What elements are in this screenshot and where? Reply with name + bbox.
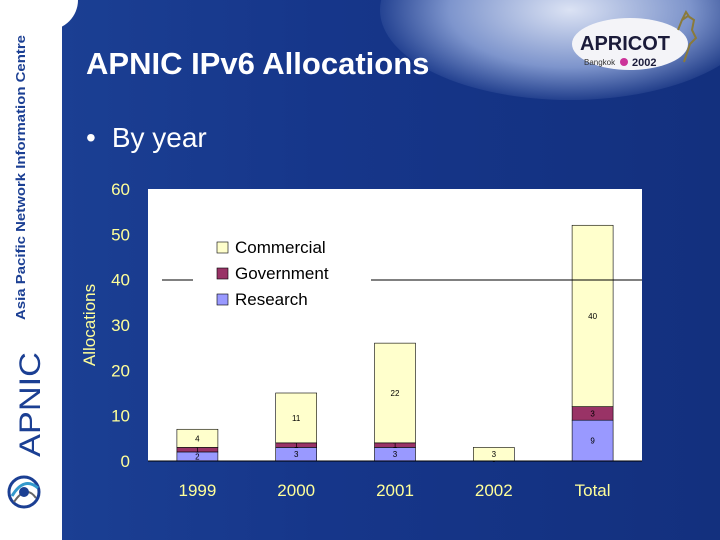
legend-label-commercial: Commercial [235, 238, 326, 257]
sidebar-org-name: Asia Pacific Network Information Centre [13, 35, 28, 320]
sidebar-apnic-wordmark: APNIC [14, 352, 47, 457]
data-label: 1 [393, 441, 398, 450]
y-tick-label: 20 [111, 361, 130, 380]
legend-label-research: Research [235, 290, 308, 309]
bar-segment-research-total [571, 419, 614, 462]
apricot-flower-icon [620, 58, 628, 66]
page-title: APNIC IPv6 Allocations [86, 46, 430, 81]
data-label: 1 [294, 441, 299, 450]
sidebar-apnic-text: APNIC [14, 352, 47, 457]
data-label: 40 [588, 312, 597, 321]
data-label: 11 [292, 414, 301, 423]
data-label: 1 [195, 446, 200, 455]
apricot-logo: APRICOT Bangkok 2002 [572, 10, 698, 70]
legend-swatch-government [216, 267, 229, 280]
data-label: 3 [492, 450, 497, 459]
y-tick-label: 40 [111, 271, 130, 290]
apricot-crown-icon [677, 10, 698, 63]
apricot-logo-name: APRICOT [580, 33, 670, 55]
y-tick-label: 10 [111, 407, 130, 426]
bullet-item: • By year [86, 122, 207, 154]
apnic-logo-icon [7, 475, 41, 509]
data-label: 4 [195, 434, 200, 443]
bar-segment-commercial-2000 [275, 392, 318, 444]
legend-swatch-commercial [216, 241, 229, 254]
data-label: 2 [195, 452, 200, 461]
x-tick-label: Total [575, 481, 611, 500]
y-tick-label: 0 [121, 452, 130, 471]
bullet-dot-icon: • [86, 122, 96, 153]
apricot-logo-city: Bangkok [584, 58, 616, 67]
data-label: 22 [391, 389, 400, 398]
y-tick-label: 30 [111, 316, 130, 335]
bullet-text: By year [111, 122, 207, 153]
x-tick-label: 2002 [475, 481, 513, 500]
y-axis-label: Allocations [80, 284, 99, 366]
y-tick-label: 50 [111, 225, 130, 244]
y-tick-label: 60 [111, 180, 130, 199]
bar-segment-commercial-2001 [374, 342, 416, 444]
legend-swatch-research [216, 293, 229, 306]
bar-segment-commercial-total [571, 224, 614, 407]
data-label: 3 [294, 450, 299, 459]
bar-segment-commercial-1999 [176, 428, 219, 448]
sidebar-org-name-text: Asia Pacific Network Information Centre [13, 35, 28, 320]
x-tick-label: 2001 [376, 481, 414, 500]
data-label: 3 [393, 450, 398, 459]
x-tick-label: 2000 [277, 481, 315, 500]
x-tick-label: 1999 [178, 481, 216, 500]
apricot-logo-year: 2002 [632, 57, 656, 69]
data-label: 9 [590, 437, 595, 446]
sidebar: Asia Pacific Network Information Centre … [0, 0, 62, 540]
legend-label-government: Government [235, 264, 329, 283]
data-label: 3 [590, 409, 595, 418]
